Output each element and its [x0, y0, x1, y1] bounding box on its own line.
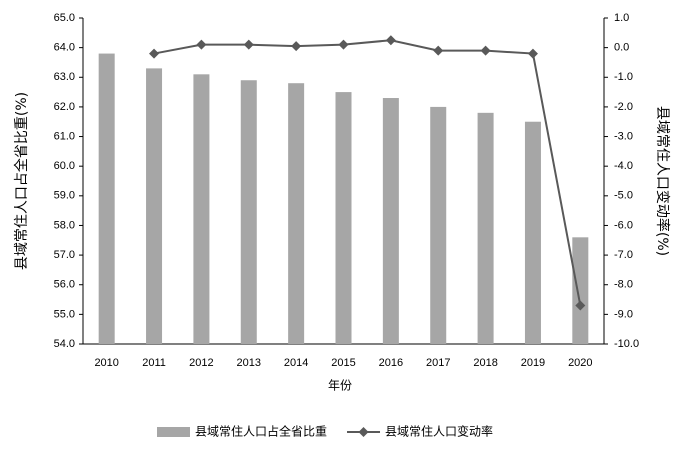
bar [146, 68, 163, 344]
x-tick-label: 2012 [189, 357, 213, 369]
line [153, 39, 582, 306]
bar [477, 112, 494, 344]
marker [196, 39, 207, 50]
x-tick-label: 2020 [568, 357, 592, 369]
marker [480, 45, 491, 56]
x-tick-label: 2015 [331, 357, 355, 369]
y-tick-label: 64.0 [54, 42, 75, 54]
y2-axis-title: 县域常住人口变动率(%) [654, 106, 671, 256]
x-tick-label: 2014 [284, 357, 308, 369]
y-tick-label: 57.0 [54, 249, 75, 261]
y2-tick-label: -8.0 [614, 279, 633, 291]
y-tick-label: 62.0 [54, 101, 75, 113]
y2-tick-label: -6.0 [614, 219, 633, 231]
bar [193, 74, 210, 345]
y-tick-label: 55.0 [54, 308, 75, 320]
y-tick-label: 58.0 [54, 219, 75, 231]
y2-tick-label: -9.0 [614, 308, 633, 320]
y2-tick-label: -4.0 [614, 160, 633, 172]
marker [527, 48, 538, 59]
y-tick-label: 63.0 [54, 71, 75, 83]
y2-tick-label: -3.0 [614, 130, 633, 142]
y2-tick-label: -10.0 [614, 338, 639, 350]
bar [382, 98, 399, 344]
legend-marker [358, 427, 369, 437]
y-tick-label: 60.0 [54, 160, 75, 172]
y2-tick-label: -2.0 [614, 101, 633, 113]
y2-tick-label: 1.0 [614, 12, 629, 24]
y2-tick-label: -1.0 [614, 71, 633, 83]
legend-label: 县域常住人口占全省比重 [195, 424, 327, 439]
bar [430, 106, 447, 344]
marker [385, 35, 396, 46]
y-tick-label: 59.0 [54, 190, 75, 202]
bar [240, 80, 257, 345]
marker [338, 39, 349, 50]
marker [291, 41, 302, 52]
y-tick-label: 61.0 [54, 130, 75, 142]
x-tick-label: 2018 [473, 357, 497, 369]
x-tick-label: 2019 [521, 357, 545, 369]
y-tick-label: 54.0 [54, 338, 75, 350]
y-tick-label: 56.0 [54, 279, 75, 291]
y2-tick-label: 0.0 [614, 42, 629, 54]
x-tick-label: 2017 [426, 357, 450, 369]
x-axis-title: 年份 [328, 379, 352, 393]
y2-tick-label: -7.0 [614, 249, 633, 261]
x-tick-label: 2013 [237, 357, 261, 369]
bar [288, 83, 305, 344]
y2-tick-label: -5.0 [614, 190, 633, 202]
x-tick-label: 2010 [94, 357, 118, 369]
x-tick-label: 2011 [142, 357, 166, 369]
marker [149, 48, 160, 59]
y-axis-title: 县域常住人口占全省比重(%) [13, 92, 30, 270]
x-tick-label: 2016 [379, 357, 403, 369]
legend-label: 县域常住人口变动率 [385, 424, 493, 439]
y-tick-label: 65.0 [54, 12, 75, 24]
marker [575, 300, 586, 311]
legend-swatch [157, 427, 190, 437]
bar [98, 53, 115, 345]
bar [572, 237, 589, 344]
marker [433, 45, 444, 56]
bar [335, 92, 352, 344]
marker [243, 39, 254, 50]
bar [524, 121, 541, 345]
